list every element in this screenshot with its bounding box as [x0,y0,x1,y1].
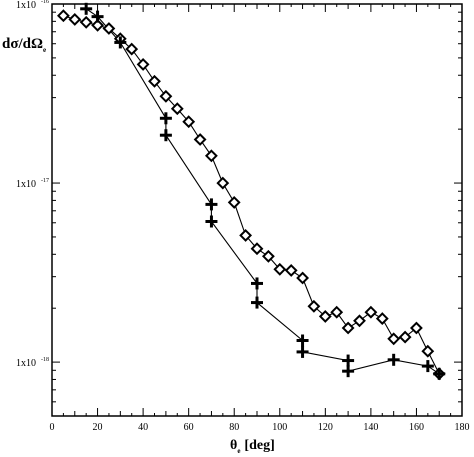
diamond-marker [375,312,389,326]
diamond-marker [125,42,139,56]
cross-marker [421,360,434,373]
cross-marker [251,277,263,290]
diamond-marker [409,321,423,335]
y-axis-ticks: 1x10 -18 1x10 -17 1x10 -16 [16,0,462,417]
cross-marker [296,345,309,358]
diamond-marker [170,102,184,116]
x-tick-label: 100 [272,422,287,433]
series-markers [56,2,446,381]
x-tick-label: 80 [229,422,239,433]
diamond-marker [148,74,161,88]
diamond-marker [227,195,241,209]
diamond-marker [387,332,401,346]
diamond-marker [79,15,93,29]
cross-marker [159,129,172,142]
cross-marker [80,2,93,15]
diamond-marker [56,9,70,23]
diamond-marker [273,262,287,276]
y-tick-exponent: -16 [41,0,49,5]
diamond-marker [296,271,310,285]
y-tick-label: 1x10 [16,358,36,369]
diamond-marker [330,305,344,319]
plot-border [51,3,463,417]
plot-frame [51,3,463,417]
y-tick-label: 1x10 [16,0,36,11]
diamond-marker [91,18,105,32]
diamond-marker [193,133,207,146]
cross-marker [296,334,309,347]
diamond-marker [341,321,355,335]
diamond-marker [398,330,412,344]
cross-marker [342,365,355,378]
cross-marker [91,10,104,23]
x-tick-label: 0 [50,422,55,433]
diamond-marker [204,149,218,163]
cross-marker [114,36,127,49]
cross-marker [433,367,446,380]
cross-marker [205,215,218,228]
cross-marker [205,198,218,211]
diamond-marker [353,314,366,328]
diamond-marker [136,57,150,71]
cross-marker [342,354,355,367]
series-line-2 [85,8,440,375]
diamond-marker [261,249,275,263]
diamond-marker [307,299,321,313]
x-tick-label: 20 [93,422,103,433]
cross-marker [387,353,400,366]
diamond-marker [250,242,264,256]
y-tick-exponent: -17 [41,178,49,184]
diamond-marker [318,309,332,323]
cross-marker [251,296,263,309]
diamond-marker [364,305,378,319]
x-axis-label: θe [deg] [230,438,275,455]
diamond-marker [182,115,196,129]
diamond-marker [239,228,253,242]
x-tick-label: 60 [184,422,194,433]
y-tick-exponent: -18 [41,357,49,363]
x-tick-label: 180 [455,422,470,433]
x-axis-ticks: 0 20 40 60 80 100 120 140 160 180 [50,4,470,433]
diamond-marker [216,176,230,190]
x-tick-label: 140 [363,422,378,433]
diamond-marker [421,344,435,358]
diamond-marker [159,89,173,103]
x-tick-label: 40 [138,422,148,433]
y-tick-label: 1x10 [16,179,36,190]
x-tick-label: 120 [318,422,333,433]
diamond-marker [68,12,82,26]
y-axis-label: dσ/dΩe [2,36,46,54]
cross-marker [159,112,172,125]
diamond-marker [284,263,298,277]
x-tick-label: 160 [409,422,424,433]
diamond-marker [102,22,116,35]
